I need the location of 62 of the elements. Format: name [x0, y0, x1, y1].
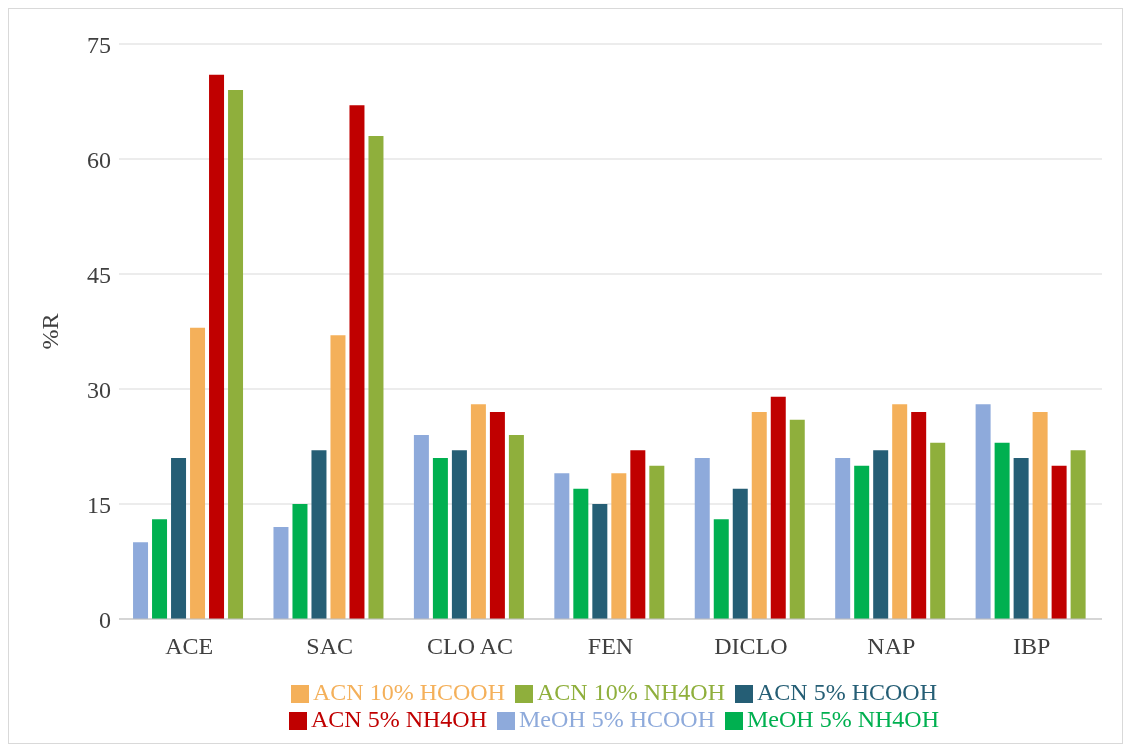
bar [611, 473, 627, 619]
x-tick-label: CLO AC [427, 633, 514, 660]
bar [835, 458, 851, 619]
bar [789, 419, 805, 619]
legend-label: ACN 5% HCOOH [757, 679, 937, 705]
bar [930, 442, 946, 619]
bar [133, 542, 149, 619]
bar [508, 435, 524, 619]
bar [171, 458, 187, 619]
y-tick-label: 15 [87, 491, 111, 518]
bar [368, 136, 384, 619]
bar [770, 396, 786, 619]
bar [330, 335, 346, 619]
bar [554, 473, 570, 619]
legend-label: ACN 10% HCOOH [313, 679, 505, 705]
bar [911, 412, 927, 619]
bar [209, 74, 225, 619]
bar [451, 450, 467, 619]
y-tick-label: 30 [87, 376, 111, 403]
bar [1070, 450, 1086, 619]
bar [152, 519, 168, 619]
x-tick-label: ACE [165, 633, 214, 660]
x-tick-label: SAC [306, 633, 353, 660]
bar [273, 527, 289, 619]
y-tick-label: 75 [87, 31, 111, 58]
x-tick-label: DICLO [714, 633, 788, 660]
legend-label: MeOH 5% HCOOH [519, 706, 715, 732]
bar [573, 488, 589, 619]
x-tick-label: NAP [867, 633, 916, 660]
y-tick-label: 60 [87, 146, 111, 173]
y-tick-label: 45 [87, 261, 111, 288]
bar [975, 404, 991, 619]
bar [854, 465, 870, 619]
bar [190, 327, 206, 619]
legend-label: ACN 5% NH4OH [311, 706, 488, 732]
x-tick-label: FEN [587, 633, 634, 660]
bar [1013, 458, 1029, 619]
bar [432, 458, 448, 619]
bar [228, 90, 244, 619]
bar [592, 504, 608, 619]
bar [413, 435, 429, 619]
bar [489, 412, 505, 619]
bar [713, 519, 729, 619]
bar [694, 458, 710, 619]
legend-label: ACN 10% NH4OH [537, 679, 725, 705]
bar [732, 488, 748, 619]
bar [751, 412, 767, 619]
legend-label: MeOH 5% NH4OH [747, 706, 939, 732]
y-axis-title: %R [36, 313, 63, 350]
bar [649, 465, 665, 619]
bar [470, 404, 486, 619]
bar [311, 450, 327, 619]
y-tick-label: 0 [99, 606, 111, 633]
bar [892, 404, 908, 619]
bar [292, 504, 308, 619]
bar [630, 450, 646, 619]
x-tick-label: IBP [1013, 633, 1051, 660]
bar [873, 450, 889, 619]
bar [1051, 465, 1067, 619]
bar [994, 442, 1010, 619]
bar [349, 105, 365, 619]
bar [1032, 412, 1048, 619]
